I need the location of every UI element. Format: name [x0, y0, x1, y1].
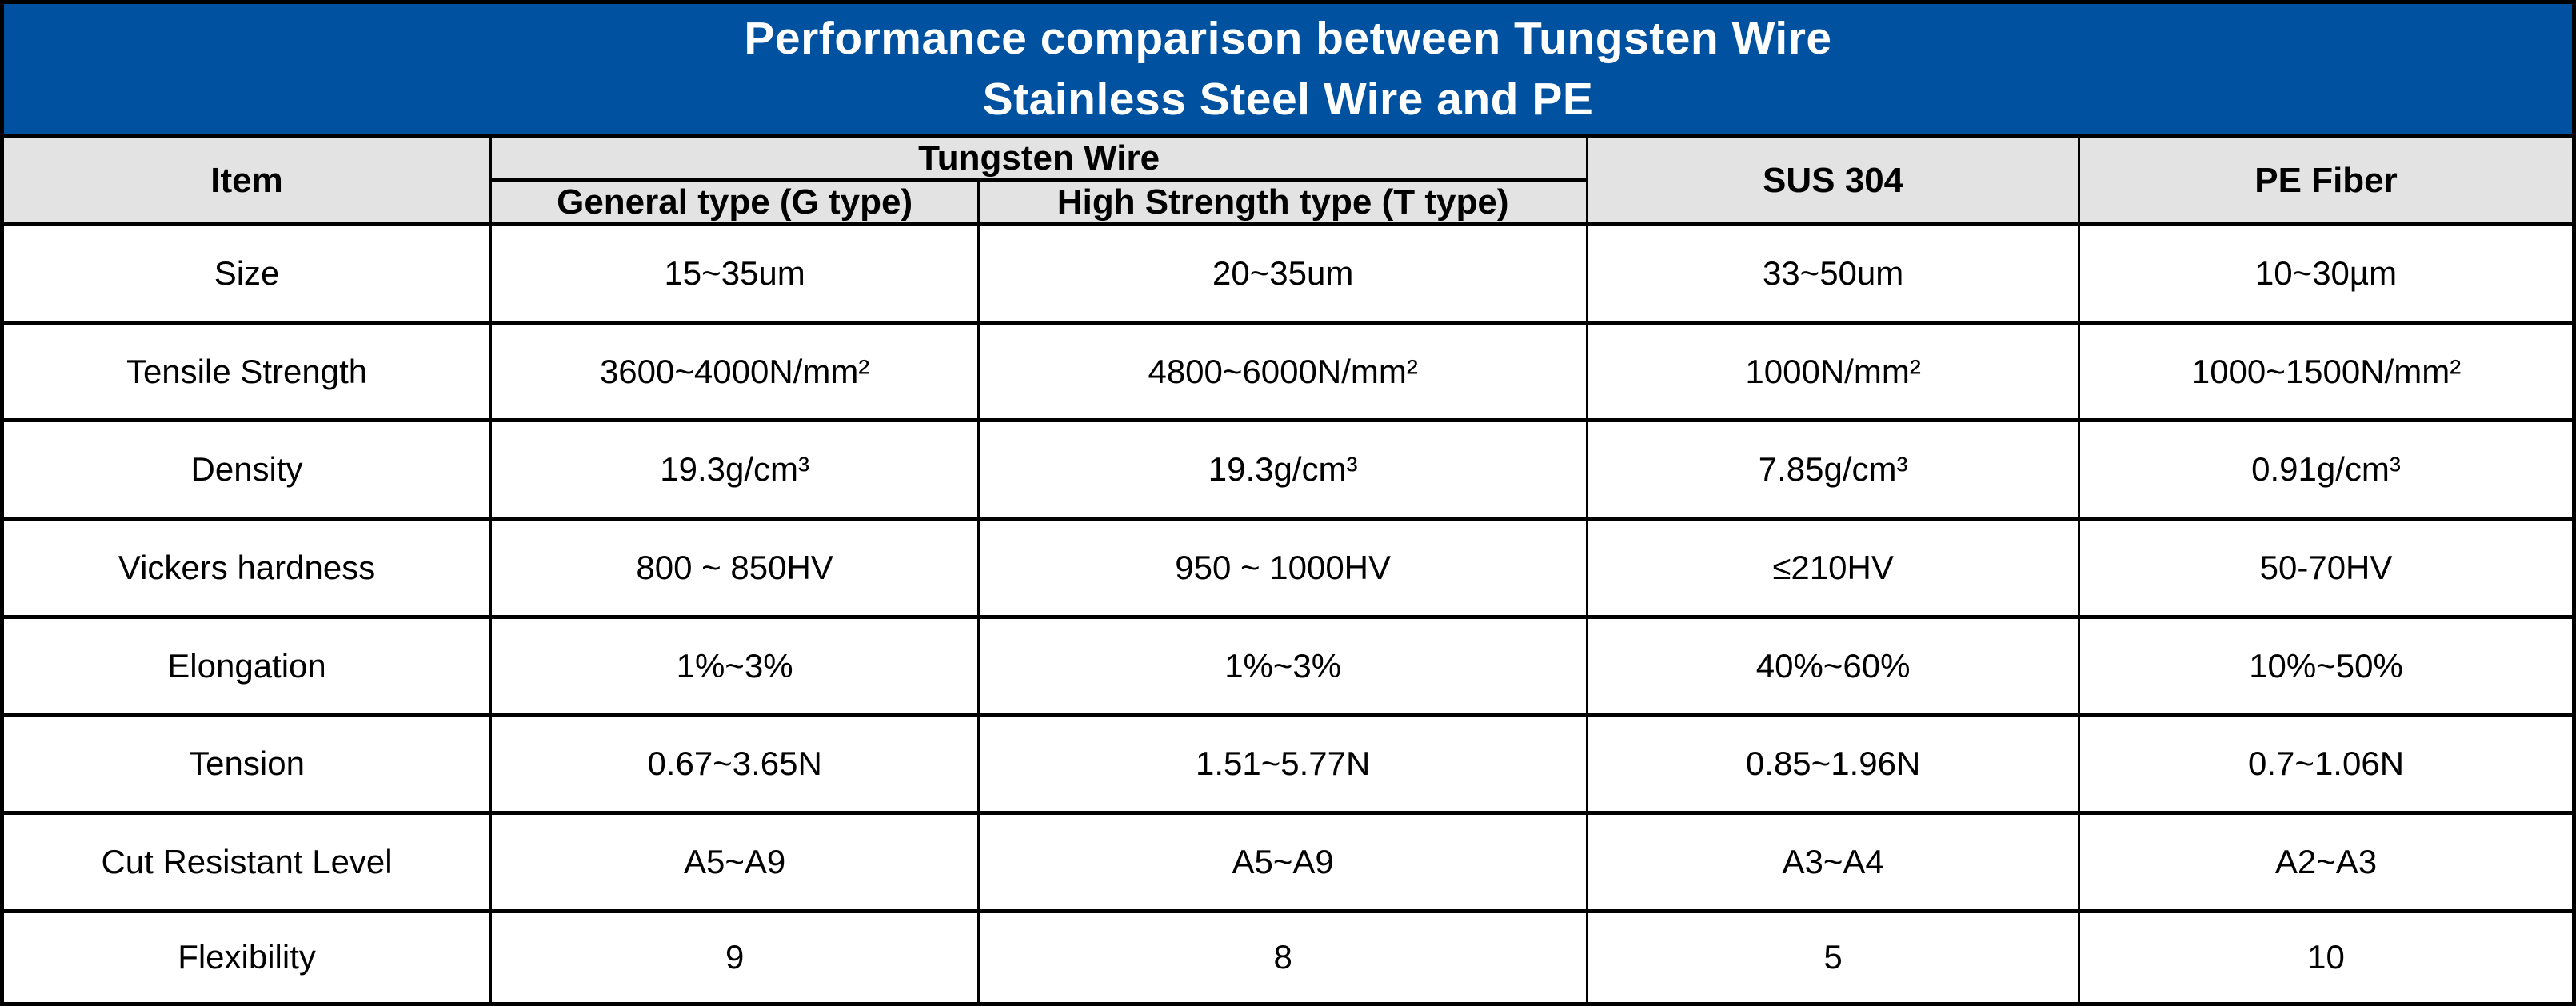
header-row-2: General type (G type) High Strength type… — [4, 182, 2572, 226]
cell-sus304: 40%~60% — [1588, 618, 2081, 717]
cell-t-type: 20~35um — [980, 226, 1589, 325]
cell-pe-fiber: 10%~50% — [2080, 618, 2572, 717]
cell-sus304: 33~50um — [1588, 226, 2081, 325]
row-item-label: Cut Resistant Level — [4, 815, 493, 913]
col-header-tungsten-wire: Tungsten Wire — [492, 138, 1589, 182]
table-row: Flexibility 9 8 5 10 — [4, 912, 2572, 1002]
col-header-sus304: SUS 304 — [1588, 138, 2081, 226]
cell-t-type: 1.51~5.77N — [980, 717, 1589, 816]
cell-pe-fiber: 50-70HV — [2080, 521, 2572, 619]
cell-pe-fiber: A2~A3 — [2080, 815, 2572, 913]
cell-t-type: A5~A9 — [980, 815, 1589, 913]
cell-pe-fiber: 10 — [2080, 912, 2572, 1002]
table-row: Cut Resistant Level A5~A9 A5~A9 A3~A4 A2~A3 — [4, 815, 2572, 913]
table-row: Density 19.3g/cm³ 19.3g/cm³ 7.85g/cm³ 0.91g/… — [4, 422, 2572, 521]
cell-g-type: 3600~4000N/mm² — [492, 324, 980, 423]
table-row: Vickers hardness 800 ~ 850HV 950 ~ 1000HV ≤… — [4, 521, 2572, 619]
cell-g-type: 0.67~3.65N — [492, 717, 980, 816]
col-header-item: Item — [4, 138, 493, 226]
cell-t-type: 19.3g/cm³ — [980, 422, 1589, 521]
cell-t-type: 950 ~ 1000HV — [980, 521, 1589, 619]
title-line-1: Performance comparison between Tungsten … — [744, 12, 1832, 64]
col-header-high-strength-type: High Strength type (T type) — [980, 182, 1589, 226]
row-item-label: Density — [4, 422, 493, 521]
cell-sus304: 5 — [1588, 912, 2081, 1002]
row-item-label: Tensile Strength — [4, 324, 493, 423]
table-row: Size 15~35um 20~35um 33~50um 10~30µm — [4, 226, 2572, 325]
cell-g-type: 15~35um — [492, 226, 980, 325]
cell-g-type: 800 ~ 850HV — [492, 521, 980, 619]
table-row: Elongation 1%~3% 1%~3% 40%~60% 10%~50% — [4, 618, 2572, 717]
table-body: Size 15~35um 20~35um 33~50um 10~30µm Tensile … — [4, 226, 2572, 1002]
row-item-label: Size — [4, 226, 493, 325]
cell-sus304: 1000N/mm² — [1588, 324, 2081, 423]
row-item-label: Tension — [4, 717, 493, 816]
cell-pe-fiber: 1000~1500N/mm² — [2080, 324, 2572, 423]
cell-sus304: A3~A4 — [1588, 815, 2081, 913]
cell-pe-fiber: 10~30µm — [2080, 226, 2572, 325]
row-item-label: Elongation — [4, 618, 493, 717]
header-row-1: Item Tungsten Wire SUS 304 PE Fiber — [4, 138, 2572, 226]
col-header-general-type: General type (G type) — [492, 182, 980, 226]
cell-pe-fiber: 0.7~1.06N — [2080, 717, 2572, 816]
title-line-2: Stainless Steel Wire and PE — [982, 73, 1594, 125]
comparison-table: Item Tungsten Wire SUS 304 PE Fiber Gene… — [4, 138, 2572, 1002]
cell-g-type: 1%~3% — [492, 618, 980, 717]
col-header-pe-fiber: PE Fiber — [2080, 138, 2572, 226]
cell-sus304: 7.85g/cm³ — [1588, 422, 2081, 521]
row-item-label: Vickers hardness — [4, 521, 493, 619]
cell-g-type: A5~A9 — [492, 815, 980, 913]
table-header: Item Tungsten Wire SUS 304 PE Fiber Gene… — [4, 138, 2572, 226]
table-row: Tensile Strength 3600~4000N/mm² 4800~6000N… — [4, 324, 2572, 423]
table-title: Performance comparison between Tungsten … — [4, 4, 2572, 138]
cell-g-type: 19.3g/cm³ — [492, 422, 980, 521]
cell-pe-fiber: 0.91g/cm³ — [2080, 422, 2572, 521]
cell-g-type: 9 — [492, 912, 980, 1002]
cell-t-type: 8 — [980, 912, 1589, 1002]
table-row: Tension 0.67~3.65N 1.51~5.77N 0.85~1.96N 0.7… — [4, 717, 2572, 816]
cell-sus304: ≤210HV — [1588, 521, 2081, 619]
cell-t-type: 1%~3% — [980, 618, 1589, 717]
row-item-label: Flexibility — [4, 912, 493, 1002]
cell-t-type: 4800~6000N/mm² — [980, 324, 1589, 423]
cell-sus304: 0.85~1.96N — [1588, 717, 2081, 816]
